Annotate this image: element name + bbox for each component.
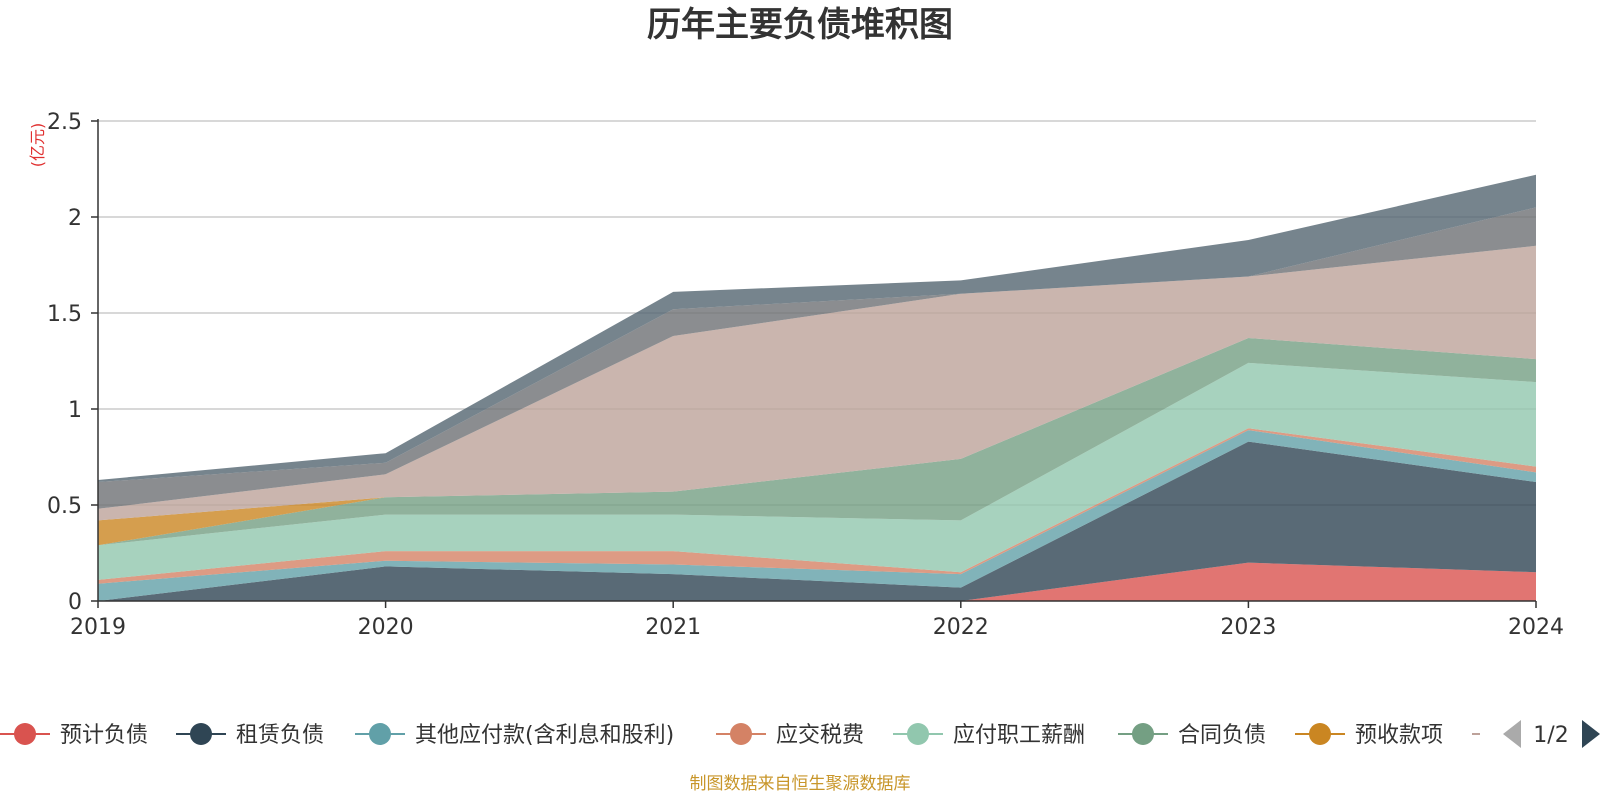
y-tick-label: 2.5 (47, 110, 82, 135)
legend-prev-page-icon[interactable] (1503, 720, 1521, 748)
legend-marker-icon (730, 723, 752, 745)
legend-marker-icon (14, 723, 36, 745)
legend-label: 应交税费 (776, 723, 864, 748)
legend-next-page-icon[interactable] (1582, 720, 1600, 748)
legend-item[interactable]: 应付职工薪酬 (893, 723, 1085, 748)
area-series-5 (98, 338, 1536, 546)
legend-item[interactable]: 应交税费 (716, 723, 864, 748)
legend-label: 预收款项 (1355, 723, 1443, 748)
legend-marker-icon (1132, 723, 1154, 745)
legend-item[interactable]: 租赁负债 (176, 723, 324, 748)
x-tick-label: 2020 (358, 615, 414, 640)
area-series-0 (98, 562, 1536, 601)
y-tick-label: 0 (68, 590, 82, 615)
legend-label: 预计负债 (60, 723, 148, 748)
y-tick-label: 1 (68, 398, 82, 423)
y-tick-label: 1.5 (47, 302, 82, 327)
legend-marker-icon (369, 723, 391, 745)
legend-label: 合同负债 (1178, 723, 1266, 748)
data-source-note: 制图数据来自恒生聚源数据库 (690, 774, 911, 794)
legend-label: 租赁负债 (236, 723, 324, 748)
x-tick-label: 2021 (645, 615, 701, 640)
x-tick-label: 2024 (1508, 615, 1564, 640)
legend-marker-icon (1309, 723, 1331, 745)
chart-title: 历年主要负债堆积图 (647, 5, 953, 45)
area-series-2 (98, 430, 1536, 601)
area-series-9 (98, 174, 1536, 483)
legend-marker-icon (190, 723, 212, 745)
area-series-1 (98, 441, 1536, 601)
legend-label: 其他应付款(含利息和股利) (415, 723, 674, 748)
x-tick-label: 2023 (1220, 615, 1276, 640)
legend: 预计负债 租赁负债 其他应付款(含利息和股利) 应交税费 应付职工薪酬 合同负债 预收款项 1… (0, 720, 1600, 748)
legend-item[interactable]: 其他应付款(含利息和股利) (355, 723, 674, 748)
axes: 0 0.5 1 1.5 2 2.5 2019 2020 2021 2022 2023 2024 (47, 110, 1564, 640)
area-series-7 (98, 245, 1536, 521)
legend-page-indicator: 1/2 (1533, 723, 1568, 748)
x-tick-label: 2019 (70, 615, 126, 640)
area-series-4 (98, 362, 1536, 580)
y-axis-unit-label: (亿元) (28, 123, 47, 168)
area-series-3 (98, 428, 1536, 584)
legend-marker-icon (907, 723, 929, 745)
x-tick-label: 2022 (933, 615, 989, 640)
legend-item[interactable]: 合同负债 (1118, 723, 1266, 748)
y-tick-label: 0.5 (47, 494, 82, 519)
legend-label: 应付职工薪酬 (953, 723, 1085, 748)
legend-item[interactable]: 预计负债 (0, 723, 148, 748)
area-series-group (98, 174, 1536, 601)
y-tick-label: 2 (68, 206, 82, 231)
area-series-8 (98, 207, 1536, 509)
legend-item[interactable]: 预收款项 (1295, 723, 1443, 748)
